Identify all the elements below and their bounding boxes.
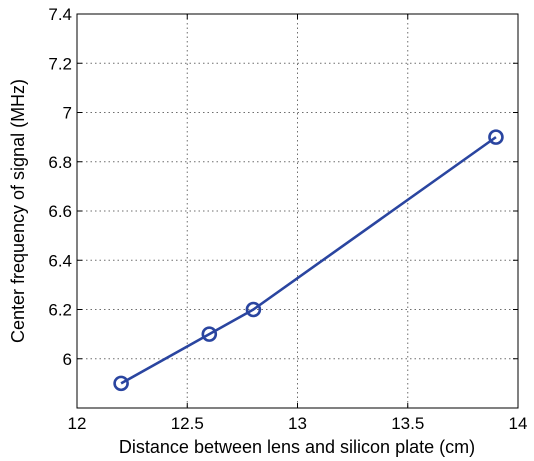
- x-tick-label: 14: [509, 414, 528, 433]
- y-tick-label: 6.8: [48, 153, 72, 172]
- y-tick-label: 6.2: [48, 301, 72, 320]
- y-tick-label: 6.4: [48, 251, 72, 270]
- data-point-marker: [201, 326, 218, 342]
- y-tick-label: 7.4: [48, 5, 72, 24]
- series-line: [120, 136, 497, 385]
- y-tick-label: 6.6: [48, 202, 72, 221]
- plot-frame: [76, 13, 519, 409]
- y-tick-label: 6: [63, 350, 72, 369]
- y-tick-label: 7: [63, 104, 72, 123]
- x-axis-title: Distance between lens and silicon plate …: [119, 437, 475, 457]
- grid: [77, 14, 518, 408]
- y-tick-label: 7.2: [48, 54, 72, 73]
- x-tick-label: 13.5: [391, 414, 424, 433]
- tick-labels: 12 12.5 13 13.5 14 6 6.2 6.4 6.6 6.8 7 7.2 7.4: [48, 5, 527, 433]
- data-point-marker: [488, 129, 504, 145]
- x-tick-label: 12: [68, 414, 87, 433]
- series-layer: [113, 129, 504, 392]
- x-tick-label: 12.5: [171, 414, 204, 433]
- data-point-marker: [245, 301, 262, 318]
- data-point-marker: [113, 375, 129, 392]
- y-axis-title: Center frequency of signal (MHz): [8, 79, 28, 343]
- x-tick-label: 13: [288, 414, 307, 433]
